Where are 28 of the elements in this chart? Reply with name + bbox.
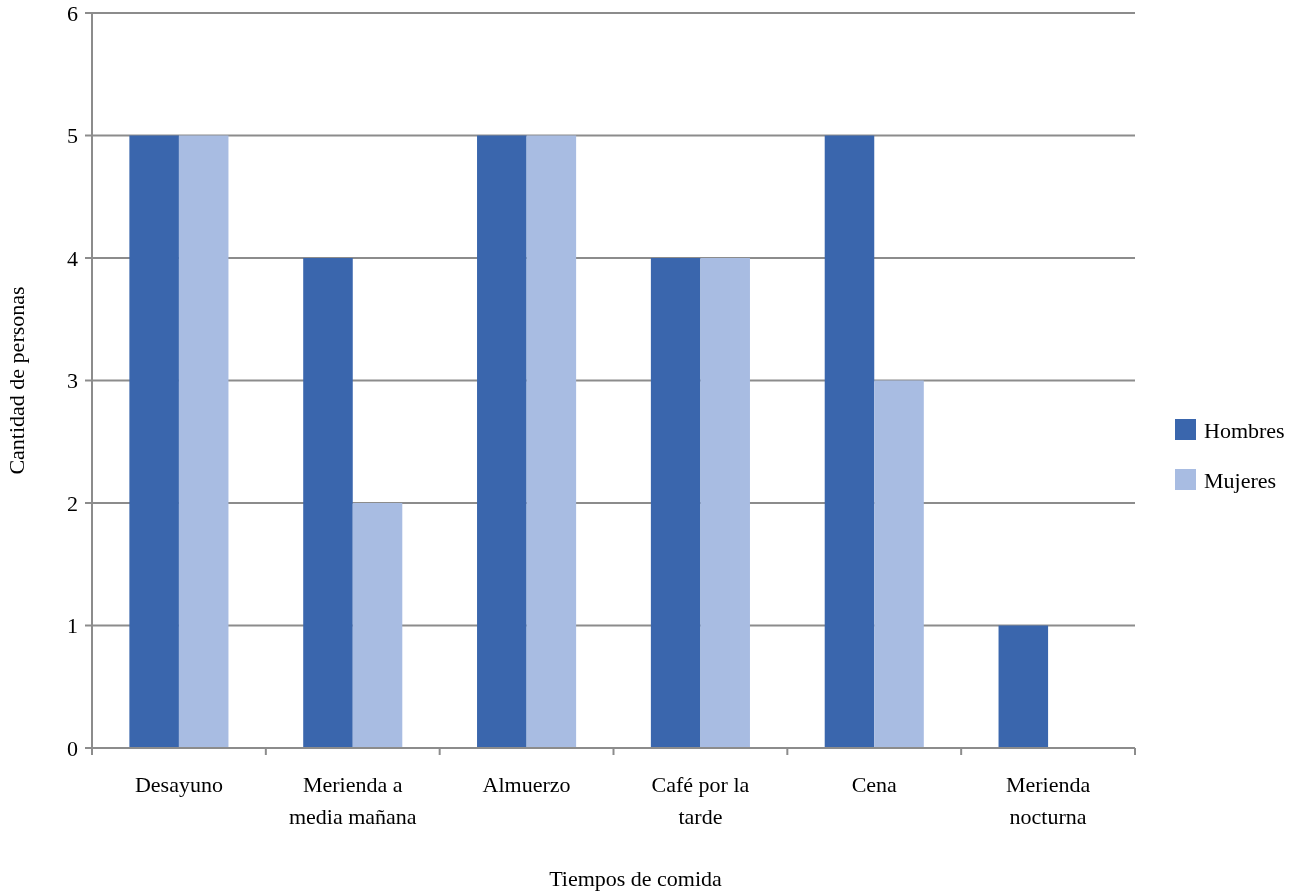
x-tick-label: Cena <box>851 772 898 797</box>
bar <box>178 135 229 748</box>
y-tick-label: 3 <box>67 368 78 394</box>
y-axis-title: Cantidad de personas <box>4 286 29 475</box>
bar <box>526 135 577 748</box>
y-tick-label: 4 <box>67 245 78 271</box>
y-tick-label: 1 <box>67 613 78 639</box>
legend-label: Hombres <box>1204 417 1285 443</box>
bar <box>352 503 403 748</box>
y-tick-label: 2 <box>67 490 78 516</box>
bar <box>874 380 924 748</box>
bar <box>303 258 353 748</box>
y-tick-label: 0 <box>67 735 78 761</box>
y-tick-label: 5 <box>67 123 78 149</box>
bar <box>650 258 701 748</box>
x-tick-label: Merienda nocturna <box>1005 772 1091 829</box>
x-tick-label: Café por la tarde <box>651 772 750 829</box>
bar <box>998 625 1049 748</box>
bar <box>824 135 875 748</box>
x-tick-label: Desayuno <box>134 772 223 797</box>
y-tick-label: 6 <box>67 0 78 26</box>
legend-label: Mujeres <box>1204 467 1277 493</box>
x-tick-label: Merienda a media mañana <box>288 772 417 829</box>
bar <box>129 135 179 748</box>
bar <box>477 135 527 748</box>
x-axis-title: Tiempos de comida <box>549 866 723 891</box>
bar <box>700 258 750 748</box>
x-tick-label: Almuerzo <box>482 772 571 797</box>
